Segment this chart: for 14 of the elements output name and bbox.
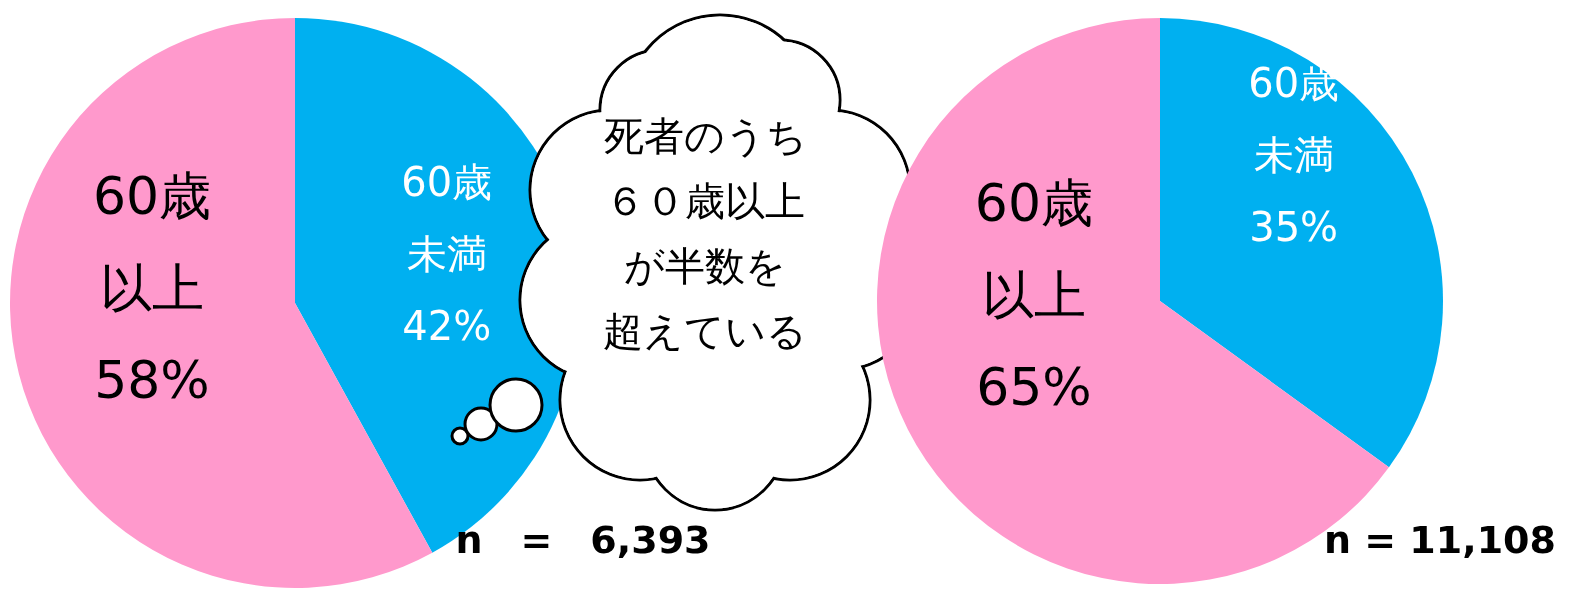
data-label: 58% bbox=[94, 350, 210, 411]
slice-label: 60歳以上 bbox=[92, 166, 212, 319]
text: 超えている bbox=[603, 308, 807, 354]
slice-label: 60歳未満 bbox=[401, 159, 493, 278]
text: n = 11,108 bbox=[1324, 518, 1556, 562]
text: ６０歳以上 bbox=[605, 178, 805, 224]
slice-label: 60歳以上 bbox=[974, 173, 1094, 326]
data-label: 65% bbox=[976, 357, 1092, 418]
text: が半数を bbox=[624, 243, 786, 289]
text: n = 6,393 bbox=[455, 518, 711, 562]
text: 死者のうち bbox=[603, 113, 807, 159]
data-label: 35% bbox=[1249, 204, 1339, 251]
pie-slice bbox=[1160, 18, 1443, 468]
data-label: 42% bbox=[402, 303, 492, 350]
